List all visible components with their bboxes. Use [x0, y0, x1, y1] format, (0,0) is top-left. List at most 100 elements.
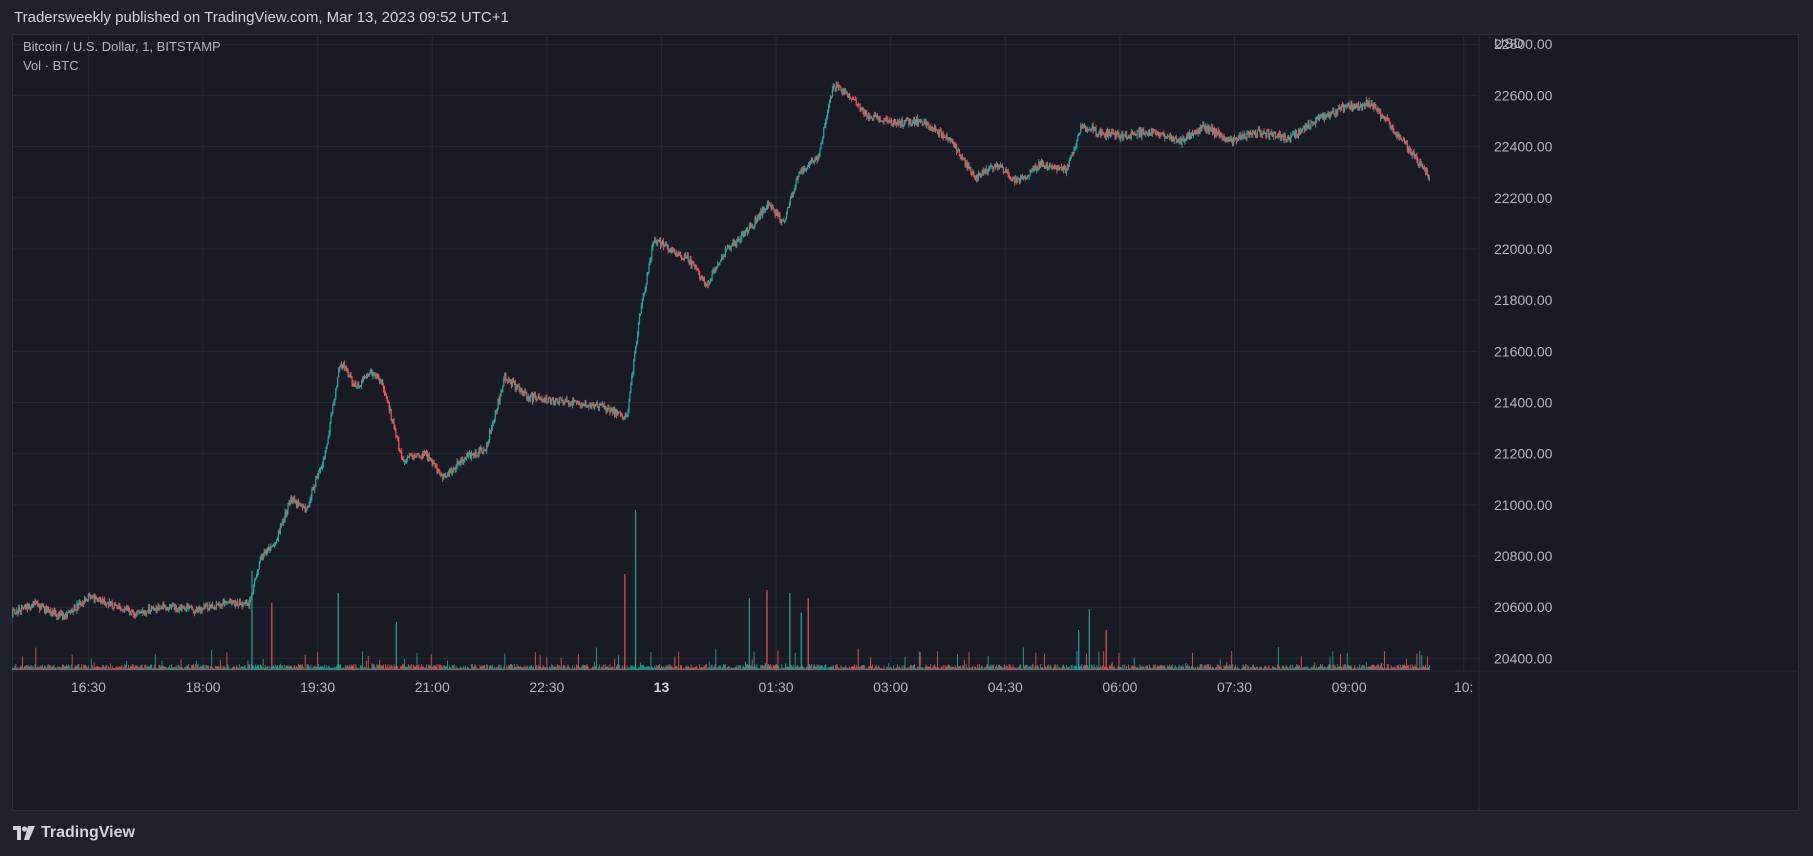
candle-body: [629, 392, 631, 401]
volume-bar: [684, 667, 686, 670]
candle-body: [49, 609, 51, 614]
volume-bar: [298, 663, 300, 670]
symbol-legend[interactable]: Bitcoin / U.S. Dollar, 1, BITSTAMP: [23, 39, 221, 54]
candle-body: [1089, 129, 1091, 131]
volume-bar: [1191, 666, 1193, 670]
volume-bar: [813, 664, 815, 670]
chart-panel[interactable]: [12, 34, 1799, 811]
candle-body: [83, 603, 85, 605]
candle-body: [215, 603, 217, 608]
candle-body: [728, 246, 730, 250]
candle-body: [994, 165, 996, 168]
volume-bar: [124, 664, 126, 670]
volume-bar: [529, 666, 531, 670]
candle-body: [1075, 145, 1077, 147]
candle-body: [1048, 164, 1050, 168]
volume-bar: [1377, 664, 1379, 670]
candle-body: [1337, 108, 1339, 114]
volume-bar: [332, 668, 334, 670]
volume-bar: [204, 668, 206, 670]
volume-bar: [177, 664, 179, 670]
candle-body: [314, 487, 316, 490]
volume-bar: [896, 664, 898, 670]
candle-body: [836, 84, 838, 86]
volume-bar: [1308, 668, 1310, 670]
candle-body: [171, 605, 174, 607]
candle-body: [1395, 132, 1397, 134]
candle-body: [1063, 165, 1066, 168]
volume-bar: [299, 664, 301, 670]
volume-bar: [440, 664, 442, 670]
candle-body: [551, 400, 553, 404]
volume-bar: [1017, 667, 1019, 670]
candle-body: [433, 462, 435, 464]
volume-bar: [641, 664, 643, 670]
price-axis[interactable]: USD 22800.0022600.0022400.0022200.002200…: [1494, 35, 1553, 666]
volume-bar: [93, 662, 95, 670]
candle-body: [558, 397, 560, 405]
candle-body: [739, 240, 741, 242]
volume-bar: [854, 667, 856, 670]
candle-body: [822, 136, 824, 142]
volume-bar: [838, 668, 840, 670]
volume-bar: [942, 665, 944, 670]
candle-body: [913, 119, 916, 125]
time-axis[interactable]: 16:30 18:00 19:30 21:00 22:30 13 01:30 03:00 04:…: [71, 679, 1474, 695]
candle-body: [61, 613, 63, 615]
volume-bar: [1273, 666, 1275, 670]
volume-bar: [1068, 666, 1070, 670]
volume-bar: [983, 667, 985, 670]
volume-bar: [936, 651, 938, 670]
volume-bar: [627, 668, 629, 670]
candle-body: [253, 584, 255, 593]
candle-body: [1235, 138, 1238, 142]
candle-body: [294, 498, 296, 503]
volume-bar: [225, 668, 227, 670]
candle-body: [1199, 126, 1201, 133]
volume-bar: [86, 668, 88, 670]
candle-body: [536, 398, 538, 400]
volume-bar: [1195, 668, 1197, 670]
volume-bar: [1343, 664, 1345, 670]
candle-body: [606, 409, 608, 412]
volume-bar: [400, 666, 402, 670]
candle-body: [1393, 131, 1395, 133]
volume-bar: [148, 666, 150, 670]
volume-bar: [1268, 665, 1270, 670]
volume-spike: [624, 574, 626, 670]
candle-body: [1357, 104, 1359, 108]
volume-bar: [371, 663, 373, 670]
candle-body: [662, 241, 664, 247]
volume-bar: [1317, 668, 1319, 670]
volume-bar: [1232, 664, 1234, 670]
volume-bar: [538, 665, 540, 670]
candle-body: [1335, 111, 1337, 115]
volume-bar: [1055, 664, 1057, 670]
volume-bar: [349, 666, 351, 670]
volume-bar: [314, 666, 316, 670]
candle-body: [1040, 161, 1042, 168]
candle-body: [1127, 137, 1130, 139]
candle-body: [387, 402, 389, 404]
candle-body: [513, 381, 515, 383]
candle-body: [714, 268, 716, 273]
price-chart[interactable]: USD 22800.0022600.0022400.0022200.002200…: [12, 34, 1799, 811]
volume-bar: [967, 668, 969, 670]
volume-bar: [214, 665, 216, 670]
candle-body: [37, 603, 39, 606]
volume-legend[interactable]: Vol · BTC: [23, 58, 79, 73]
candle-body: [1368, 100, 1370, 105]
tradingview-brand[interactable]: TradingView: [13, 824, 135, 842]
volume-bar: [1089, 668, 1091, 670]
volume-bar: [1324, 666, 1326, 670]
volume-bar: [492, 668, 494, 670]
candle-body: [514, 382, 516, 390]
volume-bar: [1045, 667, 1047, 670]
volume-bar: [1352, 668, 1354, 670]
candle-body: [470, 453, 472, 459]
candle-body: [306, 506, 308, 509]
candle-body: [59, 612, 61, 616]
volume-bar: [441, 666, 443, 670]
candle-body: [187, 605, 189, 610]
candle-body: [1076, 139, 1078, 146]
